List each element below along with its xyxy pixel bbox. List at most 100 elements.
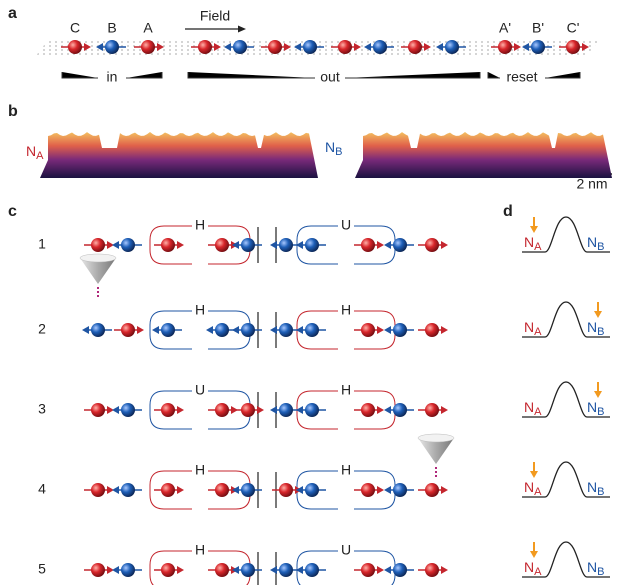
label-sub: B [597, 241, 604, 253]
label-main: N [524, 319, 534, 335]
state-arrowhead [594, 391, 602, 398]
atom-label: A [143, 20, 153, 36]
atom-label: B [107, 20, 116, 36]
spin-arrowhead [152, 326, 159, 334]
atom [161, 563, 175, 577]
stm-label: NA [26, 143, 44, 162]
atom [215, 563, 229, 577]
row-number: 4 [38, 481, 46, 497]
spin-arrowhead [232, 326, 239, 334]
atom [425, 403, 439, 417]
atom [305, 563, 319, 577]
spin-arrowhead [377, 241, 384, 249]
label-sub: A [36, 150, 44, 162]
label-sub: B [597, 486, 604, 498]
atom [393, 323, 407, 337]
label-sub: B [597, 326, 604, 338]
state-label: NB [587, 479, 604, 498]
gate-label: H [195, 217, 205, 233]
label-main: N [587, 234, 597, 250]
label-sub: A [534, 326, 542, 338]
atom [393, 483, 407, 497]
label-sub: A [534, 241, 542, 253]
atom [91, 563, 105, 577]
atom [68, 40, 82, 54]
atom [361, 323, 375, 337]
spin-arrowhead [441, 406, 448, 414]
atom [425, 238, 439, 252]
state-label: NB [587, 234, 604, 253]
spin-arrowhead [112, 241, 119, 249]
label-main: N [325, 139, 335, 155]
spin-arrowhead [137, 326, 144, 334]
spin-arrowhead [82, 326, 89, 334]
label-main: N [524, 399, 534, 415]
gate-label: H [341, 302, 351, 318]
atom [566, 40, 580, 54]
atom [445, 40, 459, 54]
stm-tip-top [80, 254, 116, 262]
spin-arrowhead [177, 406, 184, 414]
atom [305, 323, 319, 337]
label-main: N [524, 559, 534, 575]
label-sub: A [534, 486, 542, 498]
spin-arrowhead [112, 486, 119, 494]
row-number: 2 [38, 321, 46, 337]
atom [241, 483, 255, 497]
spin-arrowhead [377, 566, 384, 574]
label-main: N [26, 143, 36, 159]
state-label: NA [524, 399, 542, 418]
stm-image [40, 132, 318, 178]
atom [373, 40, 387, 54]
atom [91, 323, 105, 337]
spin-arrowhead [177, 566, 184, 574]
label-main: N [524, 479, 534, 495]
spin-arrowhead [441, 486, 448, 494]
atom [268, 40, 282, 54]
atom [215, 403, 229, 417]
segment-label: out [320, 69, 340, 85]
atom [241, 323, 255, 337]
atom [161, 483, 175, 497]
stm-label: NB [325, 139, 342, 158]
atom [121, 563, 135, 577]
atom [215, 238, 229, 252]
gate-label: H [195, 542, 205, 558]
atom [361, 238, 375, 252]
label-main: N [587, 479, 597, 495]
state-label: NB [587, 399, 604, 418]
atom [241, 238, 255, 252]
atom [121, 403, 135, 417]
atom [233, 40, 247, 54]
state-arrowhead [594, 311, 602, 318]
atom [408, 40, 422, 54]
label-sub: A [534, 406, 542, 418]
atom [425, 563, 439, 577]
segment-label: in [107, 69, 118, 85]
label-main: N [587, 319, 597, 335]
state-label: NA [524, 559, 542, 578]
atom [361, 563, 375, 577]
spin-arrowhead [206, 326, 213, 334]
spin-arrowhead [270, 566, 277, 574]
label-sub: A [534, 566, 542, 578]
atom [215, 323, 229, 337]
state-arrowhead [530, 551, 538, 558]
gate-label: U [195, 382, 205, 398]
label-main: N [524, 234, 534, 250]
atom [161, 238, 175, 252]
atom [498, 40, 512, 54]
atom [361, 483, 375, 497]
spin-arrowhead [377, 326, 384, 334]
atom [531, 40, 545, 54]
spin-arrowhead [112, 566, 119, 574]
atom [105, 40, 119, 54]
state-label: NA [524, 479, 542, 498]
atom [161, 323, 175, 337]
atom [393, 238, 407, 252]
spin-arrowhead [377, 486, 384, 494]
atom [305, 483, 319, 497]
atom [121, 323, 135, 337]
state-arrowhead [530, 226, 538, 233]
atom [279, 483, 293, 497]
